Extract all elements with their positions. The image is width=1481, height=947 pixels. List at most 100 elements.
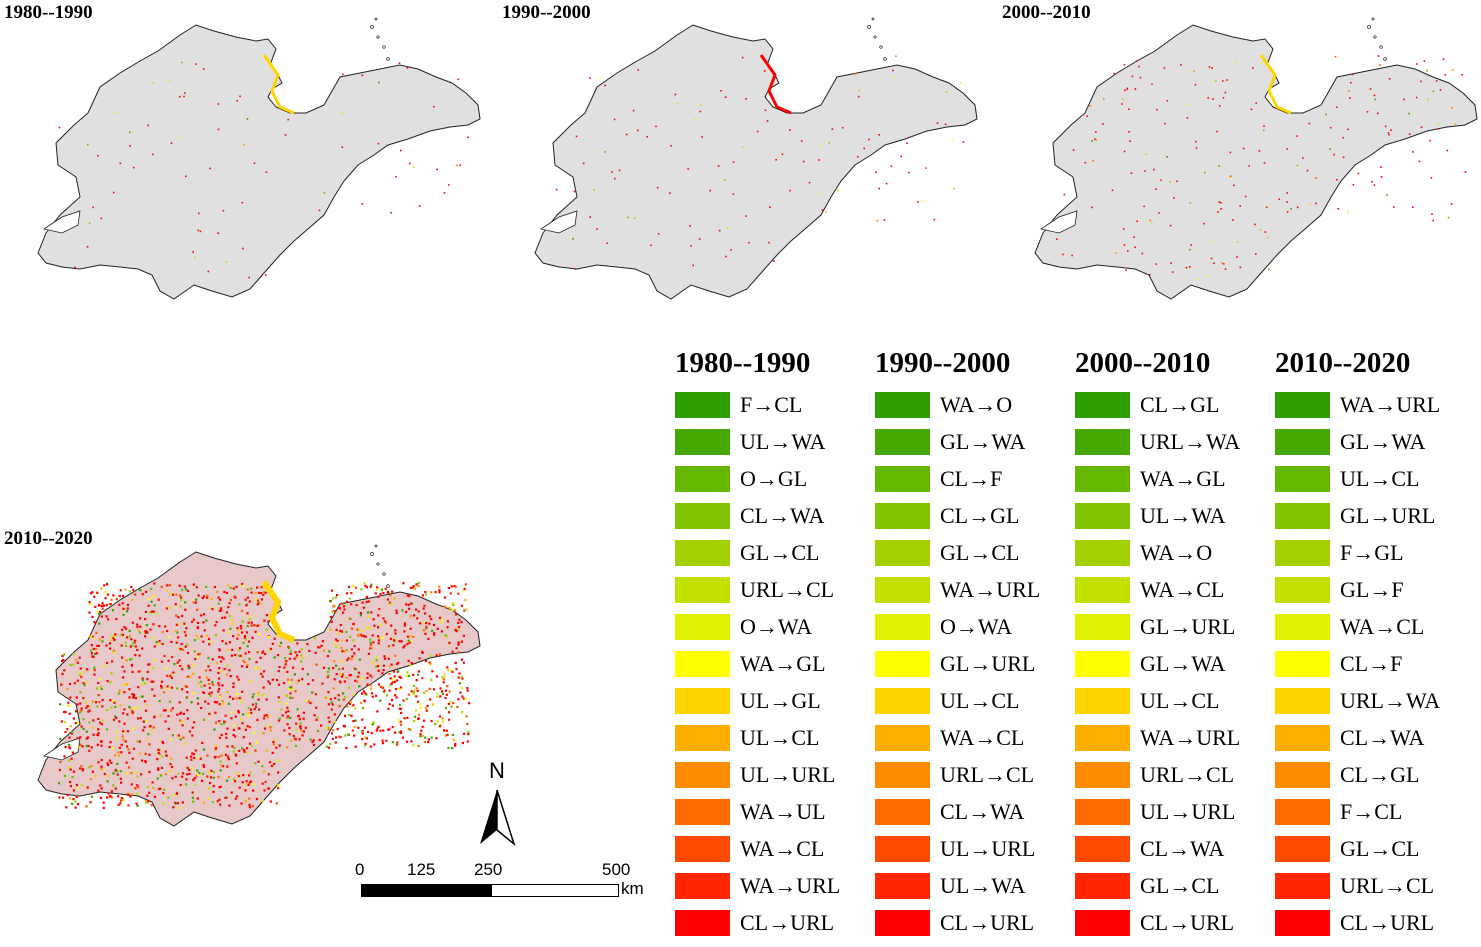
change-patch	[362, 690, 365, 693]
change-patch	[130, 585, 133, 588]
change-patch	[88, 709, 91, 712]
change-patch	[1144, 170, 1146, 172]
change-patch	[59, 703, 62, 706]
change-patch	[100, 740, 103, 743]
change-patch	[210, 606, 213, 609]
legend-swatch	[1275, 688, 1330, 714]
change-patch	[254, 667, 257, 670]
change-patch	[70, 732, 73, 735]
change-patch	[96, 743, 99, 746]
change-patch	[1408, 133, 1411, 135]
legend-label: WA→URL	[740, 873, 841, 898]
change-patch	[1189, 266, 1191, 268]
change-patch	[219, 785, 222, 788]
change-patch	[363, 582, 366, 585]
change-patch	[443, 605, 446, 608]
change-patches	[58, 54, 469, 279]
change-patch	[232, 697, 235, 700]
change-patch	[145, 590, 148, 593]
change-patch	[115, 598, 118, 601]
change-patch	[1176, 180, 1178, 183]
change-patch	[202, 621, 205, 624]
change-patch	[335, 638, 338, 641]
legend-item: CL→URL	[1075, 910, 1275, 947]
change-patch	[222, 210, 225, 212]
change-patch	[353, 734, 356, 737]
change-patch	[828, 142, 831, 144]
change-patch	[182, 712, 185, 715]
legend-label: UL→URL	[940, 836, 1036, 861]
change-patch	[184, 92, 186, 94]
change-patch	[252, 783, 256, 786]
legend-label: WA→O	[940, 392, 1013, 417]
change-patch	[358, 633, 361, 636]
change-patch	[286, 706, 289, 709]
change-patch	[1377, 112, 1379, 115]
change-patch	[256, 603, 259, 606]
change-patch	[136, 717, 140, 720]
legend-item: WA→UL	[675, 799, 875, 836]
change-patch	[391, 698, 394, 702]
change-patch	[260, 586, 263, 589]
legend-item: GL→URL	[875, 651, 1075, 688]
change-patch	[959, 82, 962, 84]
change-patch	[59, 737, 62, 740]
change-patch	[192, 753, 195, 756]
change-patch	[364, 584, 367, 587]
change-patch	[192, 779, 195, 782]
change-patch	[372, 641, 375, 644]
change-patch	[1388, 78, 1391, 80]
legend-swatch	[675, 799, 730, 825]
island-shape	[374, 17, 378, 21]
change-patch	[118, 594, 121, 598]
change-patch	[885, 182, 888, 185]
lake-shape	[1039, 210, 1078, 234]
change-patch	[300, 648, 303, 651]
north-arrow: N	[480, 758, 516, 847]
change-patch	[120, 644, 123, 647]
change-patch	[132, 693, 136, 696]
legend-item: UL→GL	[675, 688, 875, 725]
change-patch	[596, 228, 598, 230]
change-patch	[246, 625, 249, 628]
change-patch	[773, 260, 775, 262]
island-shape	[873, 35, 877, 39]
legend-label: GL→CL	[940, 540, 1020, 565]
change-patch	[255, 702, 258, 705]
change-patch	[174, 603, 177, 606]
change-patch	[447, 587, 450, 590]
change-patch	[409, 640, 412, 643]
legend-swatch	[1275, 762, 1330, 788]
change-patch	[406, 716, 409, 719]
change-patch	[573, 190, 576, 193]
change-patch	[86, 736, 90, 739]
change-patch	[202, 68, 205, 70]
change-patch	[423, 692, 426, 695]
change-patch	[265, 698, 268, 701]
change-patch	[352, 623, 355, 626]
change-patch	[1156, 108, 1158, 111]
change-patch	[105, 728, 108, 731]
change-patch	[85, 805, 88, 808]
change-patch	[209, 781, 212, 785]
change-patch	[1222, 263, 1225, 265]
change-patch	[730, 249, 732, 251]
change-patch	[88, 766, 91, 769]
change-patch	[286, 723, 289, 726]
change-patch	[263, 789, 266, 792]
change-patch	[263, 714, 266, 717]
change-patch	[424, 736, 427, 739]
change-patch	[186, 773, 189, 776]
change-patch	[204, 700, 207, 703]
island-shape	[374, 544, 378, 548]
change-patch	[69, 797, 72, 800]
change-patch	[176, 713, 179, 716]
change-patch	[237, 775, 240, 778]
change-patch	[349, 700, 352, 704]
legend-swatch	[675, 392, 730, 418]
map-title-1980-1990: 1980--1990	[4, 2, 93, 23]
change-patch	[387, 645, 390, 648]
change-patch	[425, 690, 428, 693]
change-patch	[1444, 74, 1447, 76]
change-patch	[132, 727, 135, 730]
